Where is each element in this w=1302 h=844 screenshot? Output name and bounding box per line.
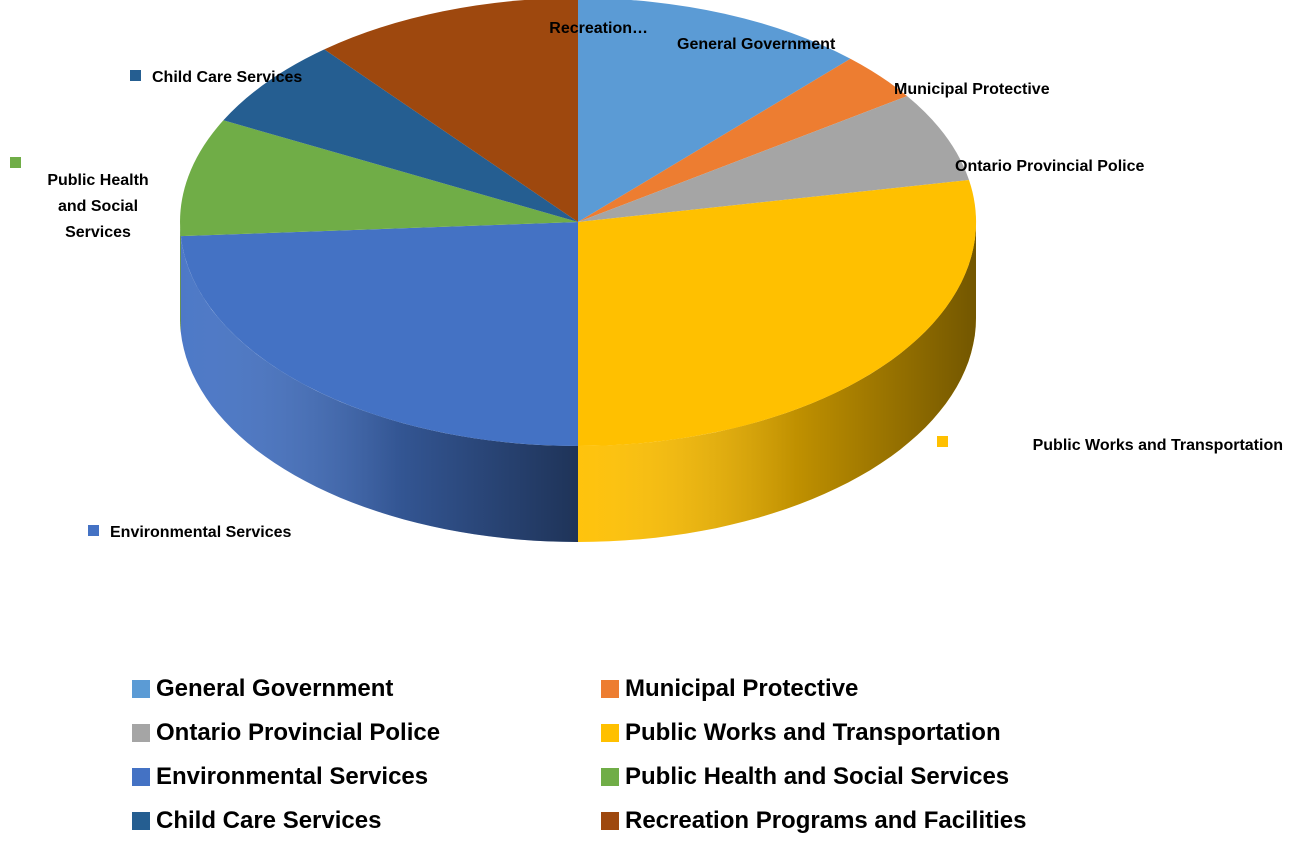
data-label-text: Ontario Provincial Police — [955, 158, 1144, 175]
data-label-text: Public Works and Transportation — [1033, 437, 1283, 454]
legend-item-child-care-services: Child Care Services — [132, 806, 601, 836]
legend-label: Public Works and Transportation — [625, 719, 1001, 747]
legend-item-municipal-protective: Municipal Protective — [601, 674, 1101, 704]
legend-label: Child Care Services — [156, 807, 381, 835]
legend-swatch — [601, 768, 619, 786]
legend-item-public-works-and-transportation: Public Works and Transportation — [601, 718, 1101, 748]
legend-item-ontario-provincial-police: Ontario Provincial Police — [132, 718, 601, 748]
data-label-public-works-and-transportation: Public Works and Transportation — [937, 436, 1283, 454]
data-label-ontario-provincial-police: Ontario Provincial Police — [932, 157, 1144, 175]
pie-top-faces — [180, 0, 976, 446]
legend-label: Municipal Protective — [625, 675, 858, 703]
legend-item-environmental-services: Environmental Services — [132, 762, 601, 792]
legend-swatch — [132, 724, 150, 742]
legend-item-public-health-and-social-services: Public Health and Social Services — [601, 762, 1101, 792]
data-label-text: Municipal Protective — [894, 81, 1050, 98]
legend-swatch — [601, 724, 619, 742]
pie-side-public-health-and-social-services — [180, 222, 181, 332]
legend-swatch — [132, 768, 150, 786]
legend-label: General Government — [156, 675, 393, 703]
legend-swatch — [601, 680, 619, 698]
data-label-municipal-protective: Municipal Protective — [872, 81, 1050, 98]
legend-label: Recreation Programs and Facilities — [625, 807, 1026, 835]
data-label-swatch — [451, 11, 462, 22]
data-label-text: Environmental Services — [110, 524, 292, 541]
legend-swatch — [601, 812, 619, 830]
legend: General Government Municipal Protective On… — [132, 674, 1132, 836]
data-label-text: Public Health and Social Services — [47, 172, 148, 241]
data-label-general-government: General Government — [656, 36, 836, 53]
data-label-child-care-services: Child Care Services — [130, 69, 302, 86]
data-label-swatch — [88, 525, 99, 536]
data-label-text: Recreation… — [549, 20, 648, 37]
data-label-text: General Government — [677, 36, 836, 53]
data-label-environmental-services: Environmental Services — [88, 524, 292, 541]
legend-label: Ontario Provincial Police — [156, 719, 440, 747]
legend-label: Environmental Services — [156, 763, 428, 791]
legend-item-general-government: General Government — [132, 674, 601, 704]
data-label-swatch — [872, 82, 883, 93]
legend-item-recreation-programs-and-facilities: Recreation Programs and Facilities — [601, 806, 1101, 836]
legend-swatch — [132, 680, 150, 698]
data-label-text: Child Care Services — [152, 69, 302, 86]
legend-swatch — [132, 812, 150, 830]
data-label-swatch — [656, 38, 667, 49]
data-label-swatch — [932, 157, 943, 168]
data-label-swatch — [130, 70, 141, 81]
legend-label: Public Health and Social Services — [625, 763, 1009, 791]
data-label-swatch — [937, 436, 948, 447]
data-label-public-health-and-social-services: Public Health and Social Services — [10, 157, 149, 241]
data-label-swatch — [10, 157, 21, 168]
